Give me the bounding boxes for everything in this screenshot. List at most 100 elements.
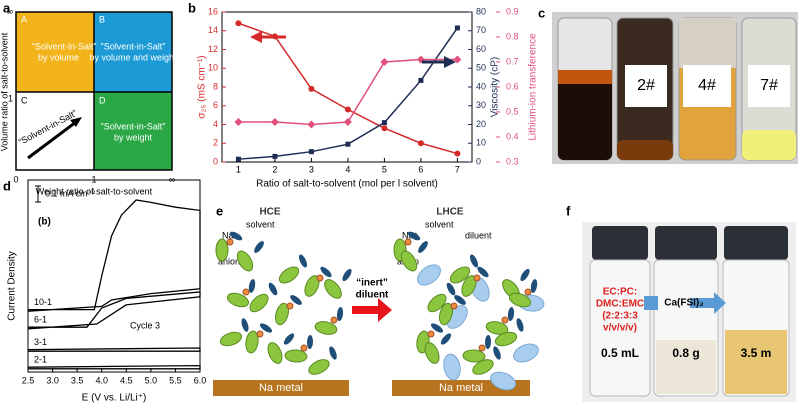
solvent [254, 241, 264, 253]
x-tick-label: 3 [309, 164, 314, 174]
vial-label [683, 65, 731, 107]
marker [234, 118, 243, 126]
y-tick-label: 14 [208, 25, 218, 35]
anion [449, 266, 471, 284]
arrow-head [70, 117, 82, 127]
vial-label [625, 65, 667, 107]
cation [478, 344, 486, 352]
marker [270, 118, 279, 126]
anion [274, 302, 290, 326]
y-tick-label: 40 [476, 81, 486, 91]
series-line [27, 347, 201, 352]
anion [314, 321, 338, 335]
y-axis-label: σ₂₅ (mS cm⁻¹) [197, 55, 208, 118]
marker [418, 77, 424, 83]
diluent [513, 343, 539, 363]
solvent [248, 279, 256, 293]
y-axis-label: Current Density [7, 251, 18, 320]
cation [316, 274, 324, 282]
title: HCE [259, 207, 280, 218]
vial-liquid [558, 78, 612, 160]
marker [235, 20, 242, 27]
x-tick-label: ∞ [169, 174, 175, 184]
y-tick-label: 30 [476, 100, 486, 110]
cation [473, 274, 481, 282]
y-tick-label: 12 [208, 44, 218, 54]
x-tick-label: 4.5 [120, 375, 133, 385]
amount-label: 0.5 mL [601, 346, 639, 360]
solvent [329, 346, 337, 360]
vial-liquid [742, 130, 796, 160]
x-tick-label: 6.0 [194, 375, 207, 385]
cation [404, 238, 412, 246]
y-tick-label: 0.8 [506, 31, 519, 41]
arrow [27, 120, 77, 160]
region-label: “Solvent-in-Salt” [32, 41, 97, 51]
solvent [407, 231, 421, 241]
arrow [690, 298, 714, 308]
title: LHCE [436, 207, 464, 218]
x-axis-label: Ratio of salt-to-solvent (mol per l solv… [256, 179, 438, 190]
panel-letter: b [188, 0, 196, 15]
anion [308, 359, 330, 375]
amount-label: 3.5 m [741, 346, 772, 360]
x-axis-label: E (V vs. Li/Li⁺) [82, 393, 147, 404]
series-label: 6-1 [34, 315, 47, 325]
x-tick-label: 5.5 [169, 375, 182, 385]
marker [343, 118, 352, 126]
species-label: diluent [465, 230, 492, 240]
arrow-head [250, 31, 262, 43]
series-line [238, 22, 458, 155]
solvent [440, 333, 452, 345]
arrow-head [714, 292, 726, 314]
marker [381, 120, 387, 126]
region-letter: A [21, 14, 27, 24]
marker [308, 85, 315, 92]
anion [494, 331, 518, 347]
vial-label-text: 7# [760, 77, 778, 94]
region [94, 92, 172, 170]
y-tick-label: 0.4 [506, 131, 519, 141]
anion [219, 331, 243, 347]
vial-cap [655, 226, 717, 260]
anion [304, 275, 320, 297]
vial-label-text: 2# [637, 77, 655, 94]
panel-a: A “Solvent-in-Salt” by volume B “Solvent… [0, 6, 177, 196]
solvent [283, 333, 295, 345]
species-label: anion [218, 256, 240, 266]
panel-letter: f [566, 203, 571, 218]
solvent [259, 323, 273, 333]
region [16, 92, 94, 170]
vial-liquid [617, 140, 673, 160]
cation [427, 330, 435, 338]
marker [453, 55, 462, 64]
solvent [290, 295, 302, 305]
panel-c: 2# 4# 7# [552, 12, 798, 164]
series-line [238, 27, 459, 160]
solvent [268, 282, 278, 296]
arrow-label: diluent [356, 290, 389, 301]
recipe: EC:PC: [603, 287, 637, 298]
series-line [238, 58, 458, 126]
marker [417, 140, 424, 147]
solvent [229, 231, 243, 241]
anion [324, 279, 342, 299]
annotation: Cycle 3 [130, 320, 160, 330]
marker [272, 153, 278, 159]
arrow [352, 306, 378, 314]
annotation: (b) [38, 217, 51, 228]
solvent [418, 241, 428, 253]
x-tick-label: 2 [272, 164, 277, 174]
anion [236, 250, 254, 272]
anion [245, 330, 259, 354]
cation [450, 302, 458, 310]
region-letter: D [99, 95, 106, 105]
y-tick-label: 2 [213, 138, 218, 148]
solvent [342, 268, 352, 282]
solvent [336, 307, 344, 321]
x-tick-label: 4.0 [95, 375, 108, 385]
vial-solid [656, 340, 716, 394]
anion [249, 293, 269, 313]
species-label: solvent [246, 219, 275, 229]
